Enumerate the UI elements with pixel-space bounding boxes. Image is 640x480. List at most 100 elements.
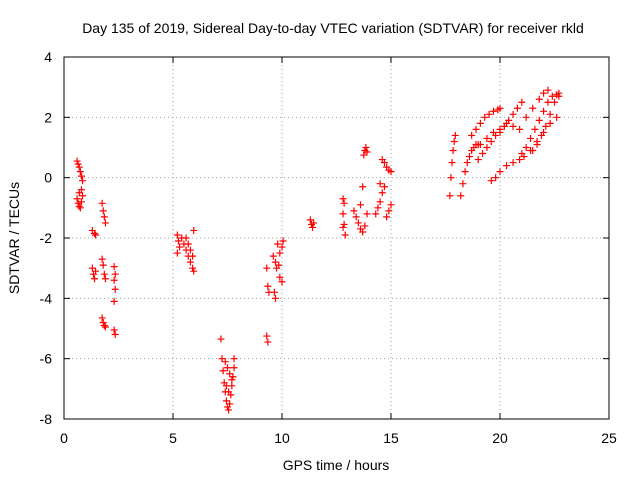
data-point	[264, 282, 272, 290]
data-point	[513, 104, 521, 112]
plot-frame	[63, 56, 610, 420]
data-point	[540, 89, 548, 97]
data-point	[76, 204, 84, 212]
data-point	[360, 151, 368, 159]
data-point	[496, 104, 504, 112]
data-point	[217, 335, 225, 343]
data-point	[531, 125, 539, 133]
data-point	[376, 180, 384, 188]
data-point	[270, 288, 278, 296]
y-tick-label: -6	[40, 351, 53, 367]
data-point	[229, 373, 237, 381]
data-point	[356, 201, 364, 209]
data-point	[555, 92, 563, 100]
data-point	[101, 323, 109, 331]
data-point	[224, 364, 231, 372]
data-point	[354, 219, 362, 227]
data-point	[522, 144, 530, 151]
data-point	[221, 358, 229, 366]
data-point	[363, 148, 371, 156]
data-point	[383, 213, 391, 221]
data-point	[226, 370, 234, 378]
data-point	[186, 258, 194, 266]
data-point	[476, 119, 484, 127]
x-tick-label: 0	[60, 430, 68, 446]
data-point	[222, 397, 230, 405]
data-point	[101, 275, 109, 283]
y-tick-label: -2	[40, 230, 53, 246]
data-point	[306, 216, 314, 224]
data-point	[509, 159, 517, 167]
data-point	[457, 192, 465, 200]
y-axis-label: SDTVAR / TECUs	[6, 182, 22, 294]
data-point	[263, 332, 271, 340]
data-point	[222, 382, 230, 390]
data-point	[310, 219, 318, 227]
data-point	[269, 252, 277, 260]
data-point	[189, 252, 197, 260]
data-point	[449, 147, 457, 155]
data-points	[73, 86, 563, 414]
data-point	[276, 273, 284, 281]
data-point	[110, 326, 118, 334]
data-point	[461, 168, 469, 176]
x-tick-label: 15	[383, 430, 399, 446]
data-point	[79, 177, 87, 185]
data-point	[518, 98, 526, 106]
data-point	[339, 223, 347, 231]
data-point	[100, 213, 108, 221]
data-point	[340, 220, 348, 228]
data-point	[352, 213, 360, 221]
data-point	[518, 150, 526, 158]
data-point	[230, 355, 238, 363]
data-point	[516, 156, 524, 164]
data-point	[274, 240, 282, 248]
data-point	[111, 331, 119, 339]
data-point	[489, 128, 497, 136]
data-point	[487, 137, 495, 145]
data-point	[176, 243, 184, 251]
data-point	[271, 294, 279, 302]
y-tick-label: -4	[40, 290, 53, 306]
data-point	[74, 160, 82, 168]
data-point	[492, 174, 500, 182]
data-point	[173, 231, 181, 239]
data-point	[276, 249, 284, 257]
data-point	[529, 147, 537, 155]
data-point	[275, 261, 283, 269]
data-point	[110, 276, 118, 284]
data-point	[451, 131, 459, 139]
data-point	[483, 134, 491, 142]
data-point	[542, 122, 550, 130]
data-point	[91, 229, 99, 237]
data-point	[73, 195, 81, 203]
data-point	[174, 237, 182, 245]
data-point	[540, 107, 548, 115]
grid-lines	[64, 57, 609, 419]
data-point	[553, 113, 561, 121]
data-point	[76, 168, 84, 176]
data-point	[219, 367, 227, 375]
data-point	[182, 234, 190, 242]
data-point	[544, 98, 552, 106]
y-tick-labels: -8 -6 -4 -2 0 2 4	[40, 49, 53, 427]
data-point	[75, 202, 83, 210]
data-point	[527, 134, 535, 142]
data-point	[99, 261, 107, 269]
data-point	[263, 264, 271, 272]
data-point	[309, 223, 317, 231]
data-point	[362, 144, 370, 151]
data-point	[450, 137, 458, 145]
data-point	[110, 297, 118, 305]
data-point	[88, 264, 96, 272]
data-point	[476, 140, 484, 148]
x-tick-label: 25	[601, 430, 617, 446]
data-point	[509, 110, 517, 118]
data-point	[483, 144, 491, 151]
data-point	[225, 388, 233, 396]
data-point	[387, 201, 395, 209]
data-point	[361, 222, 369, 230]
data-point	[100, 270, 108, 278]
data-point	[529, 104, 537, 112]
